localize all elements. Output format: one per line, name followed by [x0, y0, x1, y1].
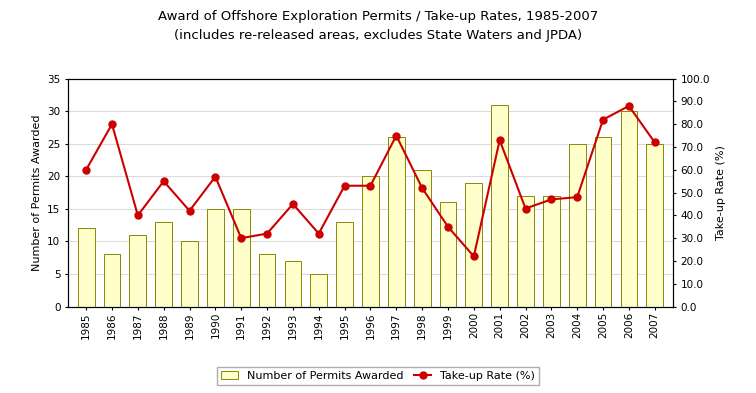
Take-up Rate (%) — [521, 206, 530, 211]
Bar — [311, 274, 327, 307]
Bar — [284, 261, 302, 307]
Take-up Rate (%) — [237, 236, 246, 241]
Text: Award of Offshore Exploration Permits / Take-up Rates, 1985-2007: Award of Offshore Exploration Permits / … — [158, 10, 598, 23]
Bar — [439, 202, 457, 307]
Bar — [104, 254, 120, 307]
Bar — [414, 170, 430, 307]
Take-up Rate (%) — [211, 174, 220, 179]
Legend: Number of Permits Awarded, Take-up Rate (%): Number of Permits Awarded, Take-up Rate … — [217, 367, 539, 386]
Text: (includes re-released areas, excludes State Waters and JPDA): (includes re-released areas, excludes St… — [174, 29, 582, 42]
Take-up Rate (%) — [650, 140, 659, 145]
Take-up Rate (%) — [262, 231, 271, 236]
Bar — [259, 254, 275, 307]
Take-up Rate (%) — [599, 117, 608, 122]
Bar — [181, 241, 198, 307]
Take-up Rate (%) — [82, 167, 91, 172]
Take-up Rate (%) — [547, 197, 556, 202]
Take-up Rate (%) — [340, 184, 349, 188]
Take-up Rate (%) — [392, 133, 401, 138]
Bar — [466, 183, 482, 307]
Bar — [233, 209, 249, 307]
Bar — [207, 209, 224, 307]
Take-up Rate (%) — [624, 104, 634, 108]
Take-up Rate (%) — [159, 179, 168, 184]
Bar — [491, 105, 508, 307]
Take-up Rate (%) — [107, 122, 116, 127]
Bar — [517, 196, 534, 307]
Bar — [543, 196, 559, 307]
Bar — [388, 137, 404, 307]
Take-up Rate (%) — [444, 224, 453, 229]
Bar — [155, 222, 172, 307]
Y-axis label: Number of Permits Awarded: Number of Permits Awarded — [32, 114, 42, 271]
Bar — [129, 235, 146, 307]
Take-up Rate (%) — [288, 202, 297, 206]
Y-axis label: Take-up Rate (%): Take-up Rate (%) — [715, 145, 726, 240]
Take-up Rate (%) — [314, 231, 324, 236]
Take-up Rate (%) — [417, 185, 426, 190]
Take-up Rate (%) — [573, 195, 582, 200]
Bar — [646, 144, 663, 307]
Take-up Rate (%) — [495, 138, 504, 143]
Bar — [621, 111, 637, 307]
Bar — [595, 137, 612, 307]
Bar — [78, 228, 94, 307]
Bar — [362, 176, 379, 307]
Take-up Rate (%) — [185, 208, 194, 213]
Take-up Rate (%) — [469, 254, 479, 259]
Take-up Rate (%) — [133, 213, 142, 218]
Take-up Rate (%) — [366, 184, 375, 188]
Line: Take-up Rate (%): Take-up Rate (%) — [82, 103, 658, 260]
Bar — [336, 222, 353, 307]
Bar — [569, 144, 586, 307]
